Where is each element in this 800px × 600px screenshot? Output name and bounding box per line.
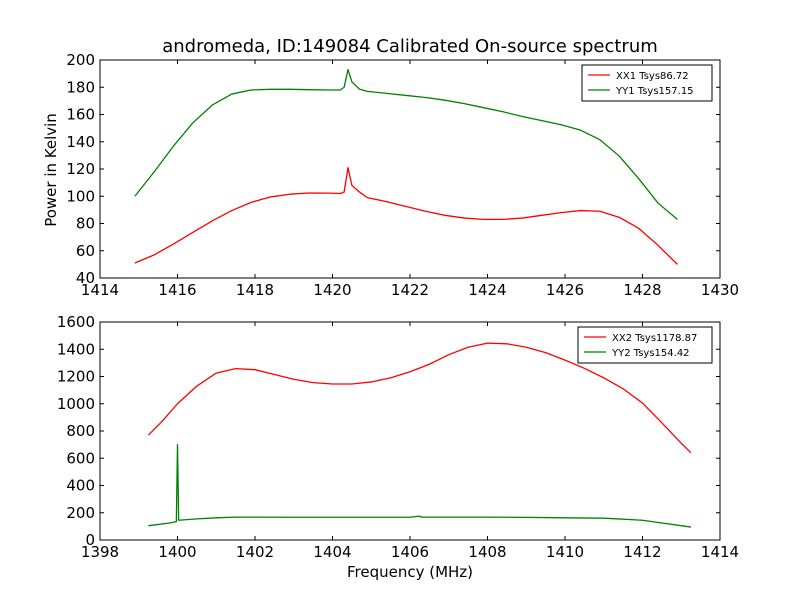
x-tick-label: 1412 xyxy=(623,543,661,561)
x-axis-label: Frequency (MHz) xyxy=(347,563,473,581)
series-line-xx1 xyxy=(134,166,678,265)
top-subplot: 1414 1416 1418 1420 1422 1424 1426 1428 1430 40 60… xyxy=(66,51,739,299)
x-tick-label: 1398 xyxy=(81,543,119,561)
x-tick-label: 1416 xyxy=(158,281,196,299)
legend-label: XX1 Tsys86.72 xyxy=(616,71,689,82)
x-tick-label: 1414 xyxy=(81,281,119,299)
legend-box xyxy=(581,64,713,102)
series-line-xx2 xyxy=(147,342,692,454)
series-line-yy2 xyxy=(148,443,692,528)
legend-label: XX2 Tsys1178.87 xyxy=(612,333,697,344)
y-tick-label: 80 xyxy=(76,215,95,233)
legend-box xyxy=(577,326,713,364)
x-tick-label: 1408 xyxy=(468,543,506,561)
y-axis-label: Power in Kelvin xyxy=(42,113,60,227)
y-tick-label: 1600 xyxy=(57,313,95,331)
x-tick-label: 1414 xyxy=(701,543,739,561)
y-tick-label: 1000 xyxy=(57,395,95,413)
x-tick-label: 1424 xyxy=(468,281,506,299)
chart-title: andromeda, ID:149084 Calibrated On-sourc… xyxy=(162,36,658,57)
y-tick-label: 0 xyxy=(85,531,95,549)
x-tick-label: 1410 xyxy=(546,543,584,561)
x-tick-label: 1402 xyxy=(236,543,274,561)
x-tick-label: 1426 xyxy=(546,281,584,299)
x-tick-label: 1418 xyxy=(236,281,274,299)
y-tick-label: 200 xyxy=(66,51,95,69)
y-tick-label: 100 xyxy=(66,187,95,205)
x-tick-label: 1404 xyxy=(313,543,351,561)
y-tick-label: 120 xyxy=(66,160,95,178)
x-tick-label: 1430 xyxy=(701,281,739,299)
x-tick-label: 1400 xyxy=(158,543,196,561)
x-tick-label: 1406 xyxy=(391,543,429,561)
y-tick-label: 200 xyxy=(66,504,95,522)
y-tick-label: 1400 xyxy=(57,340,95,358)
y-tick-label: 600 xyxy=(66,449,95,467)
x-tick-label: 1422 xyxy=(391,281,429,299)
legend-label: YY2 Tsys154.42 xyxy=(611,348,690,359)
bottom-subplot: 1398 1400 1402 1404 1406 1408 1410 1412 1414 0 200… xyxy=(57,313,739,561)
y-tick-label: 1200 xyxy=(57,368,95,386)
legend-label: YY1 Tsys157.15 xyxy=(615,86,694,97)
y-tick-label: 800 xyxy=(66,422,95,440)
x-tick-label: 1428 xyxy=(623,281,661,299)
y-tick-label: 160 xyxy=(66,106,95,124)
y-tick-label: 400 xyxy=(66,477,95,495)
series-line-yy1 xyxy=(134,68,678,220)
y-tick-label: 60 xyxy=(76,242,95,260)
y-tick-label: 40 xyxy=(76,269,95,287)
y-tick-label: 140 xyxy=(66,133,95,151)
y-tick-label: 180 xyxy=(66,78,95,96)
x-tick-label: 1420 xyxy=(313,281,351,299)
